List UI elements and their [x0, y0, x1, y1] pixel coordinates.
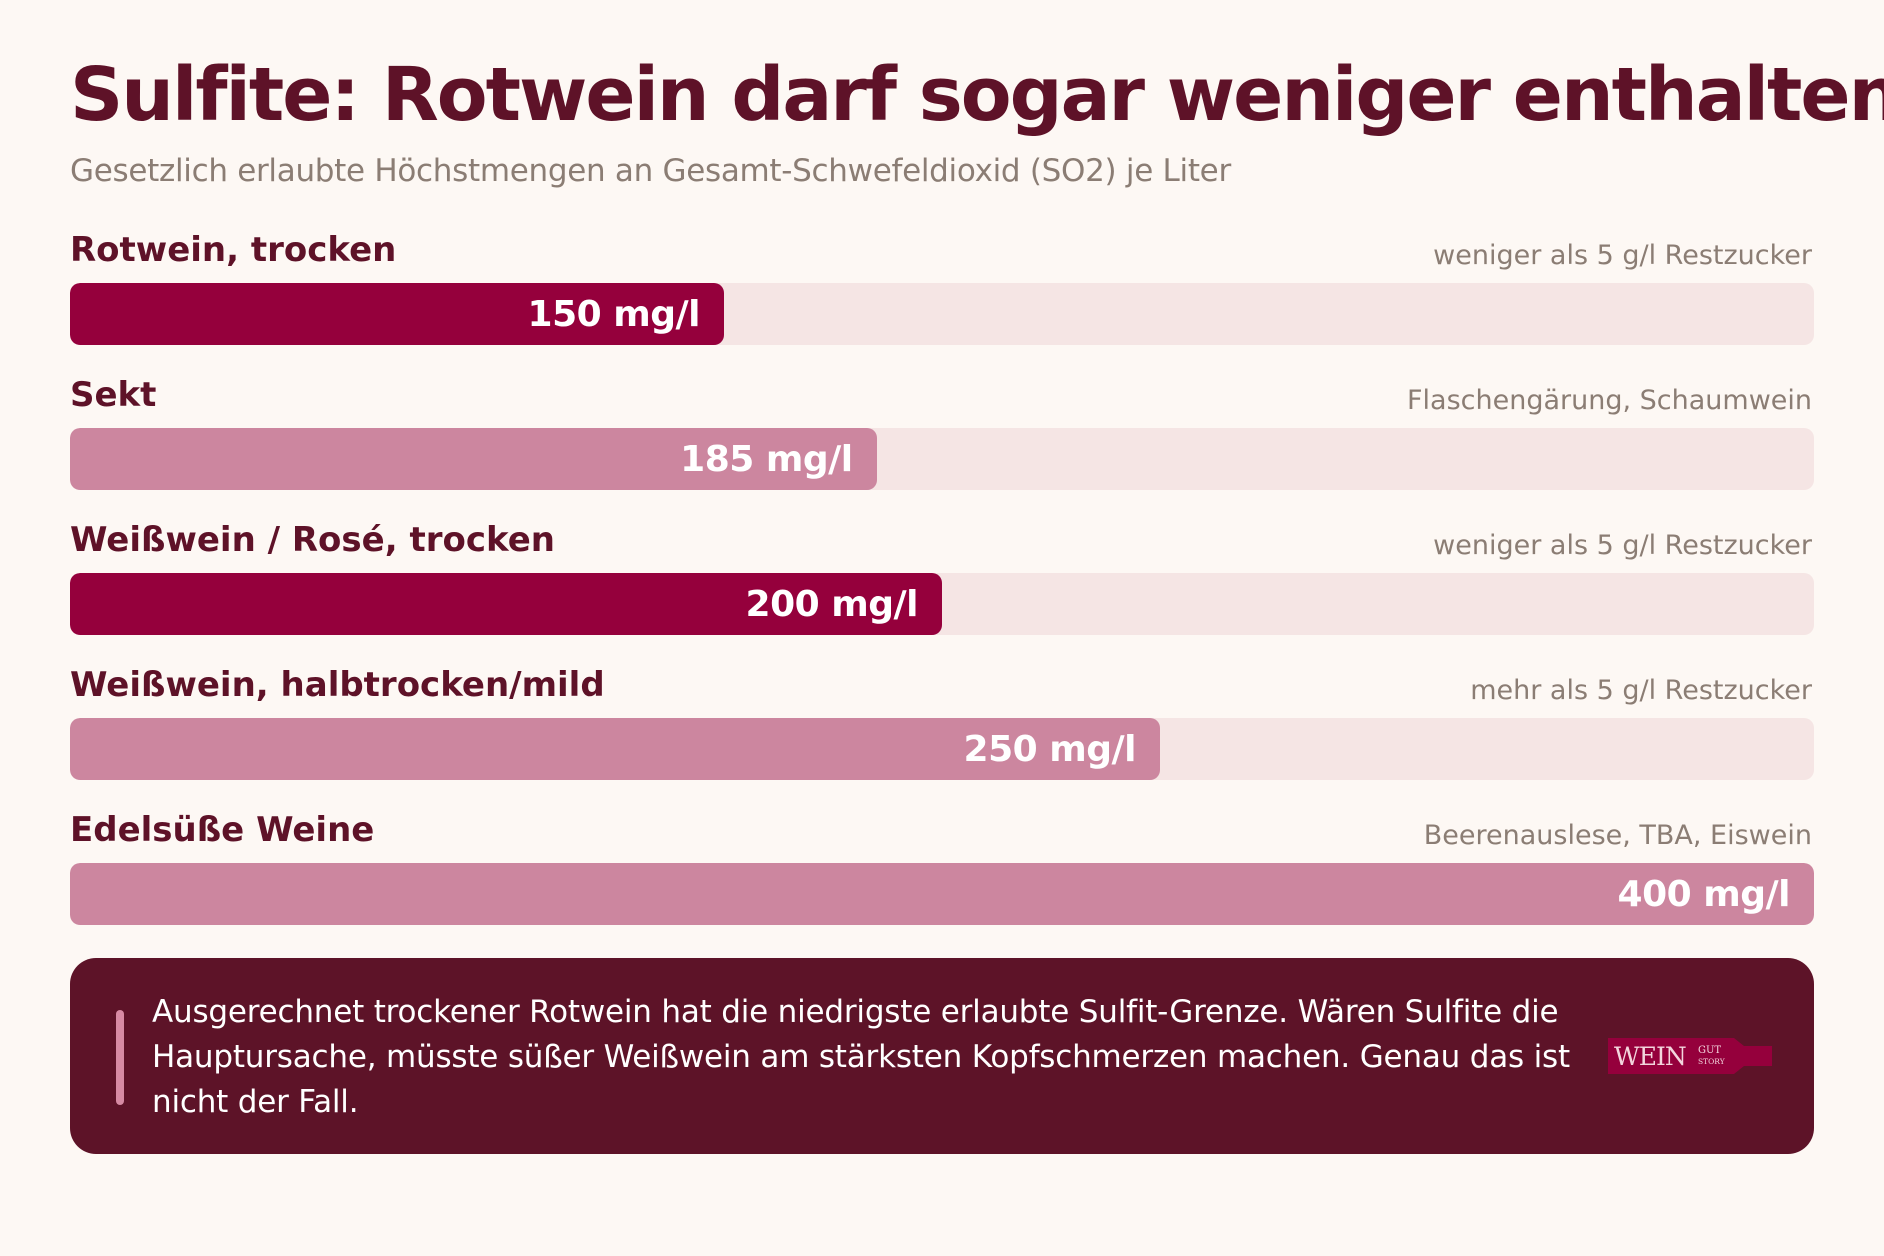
bar-category-label: Edelsüße Weine [70, 810, 375, 850]
bar-row: Edelsüße Weine Beerenauslese, TBA, Eiswei… [70, 802, 1814, 947]
page-subtitle: Gesetzlich erlaubte Höchstmengen an Gesa… [70, 153, 1231, 189]
bar-row: Weißwein, halbtrocken/mild mehr als 5 g/l… [70, 657, 1814, 802]
bar-category-label: Rotwein, trocken [70, 230, 397, 270]
bar-track: 250 mg/l [70, 718, 1814, 780]
bar-category-label: Weißwein, halbtrocken/mild [70, 665, 605, 705]
callout-box: Ausgerechnet trockener Rotwein hat die n… [70, 958, 1814, 1154]
bar-value-label: 400 mg/l [1617, 873, 1791, 915]
bar-value-label: 150 mg/l [527, 293, 701, 335]
bar: 185 mg/l [70, 428, 877, 490]
bar-category-label: Weißwein / Rosé, trocken [70, 520, 555, 560]
bar: 150 mg/l [70, 283, 724, 345]
bar-note: mehr als 5 g/l Restzucker [1470, 675, 1812, 706]
bar-track: 400 mg/l [70, 863, 1814, 925]
callout-text: Ausgerechnet trockener Rotwein hat die n… [152, 994, 1570, 1120]
bar: 200 mg/l [70, 573, 942, 635]
callout-accent-bar [116, 1010, 124, 1105]
bar: 250 mg/l [70, 718, 1160, 780]
bar-value-label: 185 mg/l [680, 438, 853, 480]
bar-note: Flaschengärung, Schaumwein [1407, 385, 1812, 416]
bar-track: 200 mg/l [70, 573, 1814, 635]
bar-chart: Rotwein, trocken weniger als 5 g/l Restzu… [70, 222, 1814, 947]
bar-note: weniger als 5 g/l Restzucker [1433, 530, 1812, 561]
bar-row: Rotwein, trocken weniger als 5 g/l Restzu… [70, 222, 1814, 367]
weingut-story-logo: WEIN GUT STORY [1608, 1038, 1772, 1074]
bar-category-label: Sekt [70, 375, 157, 415]
svg-text:STORY: STORY [1698, 1057, 1726, 1066]
bar-row: Weißwein / Rosé, trocken weniger als 5 g/… [70, 512, 1814, 657]
bar-note: weniger als 5 g/l Restzucker [1433, 240, 1812, 271]
bar-row: Sekt Flaschengärung, Schaumwein 185 mg/l [70, 367, 1814, 512]
bar-value-label: 250 mg/l [963, 728, 1137, 770]
bar-note: Beerenauslese, TBA, Eiswein [1423, 820, 1812, 851]
bar: 400 mg/l [70, 863, 1814, 925]
bar-value-label: 200 mg/l [745, 583, 919, 625]
svg-text:WEIN: WEIN [1614, 1042, 1686, 1071]
bar-track: 150 mg/l [70, 283, 1814, 345]
page-title: Sulfite: Rotwein darf sogar weniger enth… [70, 52, 1884, 138]
bar-track: 185 mg/l [70, 428, 1814, 490]
svg-text:GUT: GUT [1698, 1045, 1721, 1056]
